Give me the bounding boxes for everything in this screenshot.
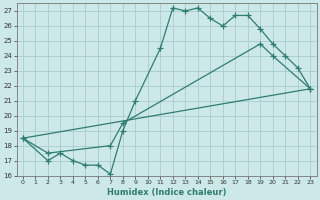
- X-axis label: Humidex (Indice chaleur): Humidex (Indice chaleur): [107, 188, 226, 197]
